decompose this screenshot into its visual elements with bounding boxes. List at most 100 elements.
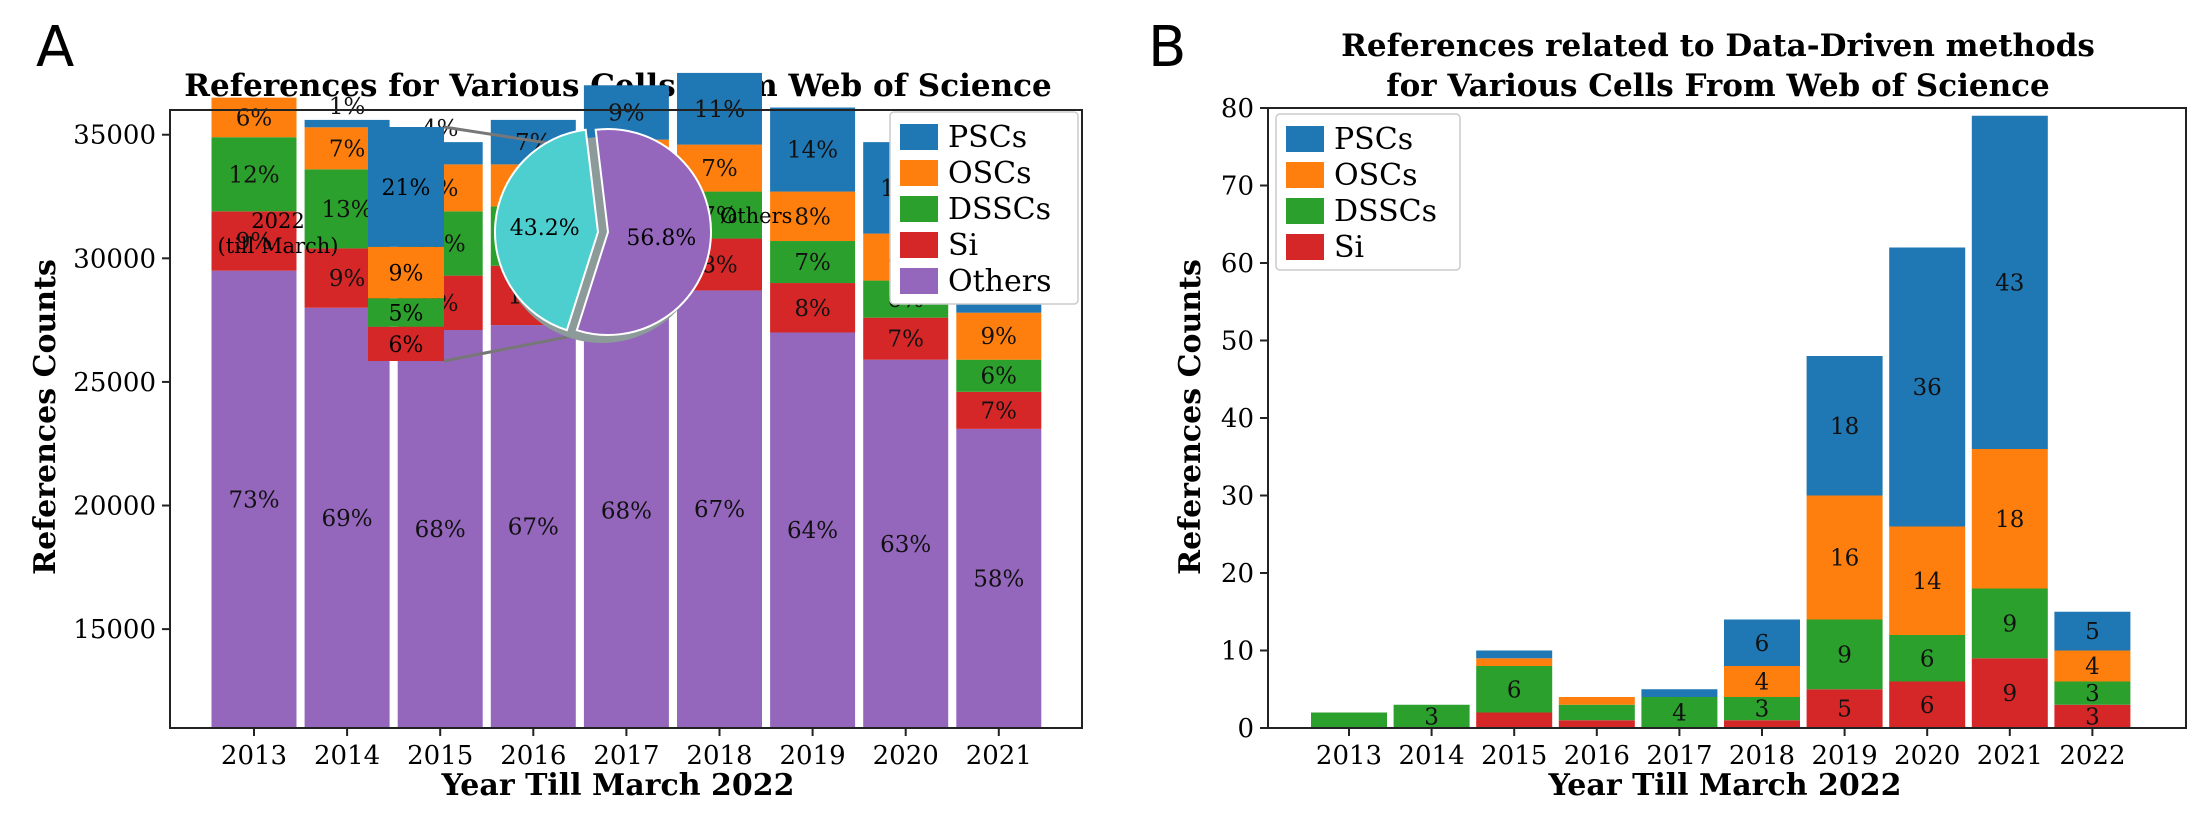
x-tick-label: 2015 (407, 741, 473, 771)
bar-value-label: 64% (787, 518, 838, 544)
bar-pscs-2015 (1476, 650, 1553, 659)
bar-oscs-2021 (956, 312, 1042, 360)
y-tick-label: 80 (1221, 94, 1254, 124)
bar-dsscs-2013 (211, 137, 297, 212)
bar-others-2019 (770, 332, 856, 728)
bar-value-label: 9 (2002, 681, 2017, 707)
bar-pscs-2018 (1724, 619, 1800, 666)
x-tick-label: 2015 (1481, 741, 1547, 771)
bar-value-label: 67% (694, 497, 745, 523)
bar-si-2018 (1724, 720, 1800, 728)
bar-oscs-2015 (1476, 658, 1553, 666)
bar-dsscs-2019 (1806, 619, 1883, 690)
bar-si-2022 (2054, 704, 2131, 728)
chart-b-xlabel: Year Till March 2022 (1547, 768, 1901, 803)
legend-label-pscs: PSCs (1334, 122, 1413, 157)
legend-label-oscs: OSCs (1334, 158, 1418, 193)
bar-value-label: 63% (880, 532, 931, 558)
legend-label-oscs: OSCs (948, 156, 1032, 191)
bar-value-label: 3 (2085, 704, 2100, 730)
bar-value-label: 8% (794, 296, 831, 322)
bar-others-2021 (956, 428, 1042, 728)
y-tick-label: 10 (1221, 637, 1254, 667)
chart-a-frame (169, 109, 1083, 729)
bar-value-label: 4 (1672, 701, 1687, 727)
legend-label-si: Si (1334, 230, 1364, 265)
inset-caption-year: 2022 (251, 209, 304, 233)
bar-value-label: 8% (794, 204, 831, 230)
bar-pscs-2021 (1971, 115, 2048, 449)
x-tick-label: 2014 (1399, 741, 1465, 771)
bar-oscs-2018 (1724, 666, 1800, 697)
inset-bar-dsscs (368, 298, 444, 327)
x-tick-label: 2016 (1564, 741, 1630, 771)
inset-bar-si (368, 326, 444, 361)
bar-value-label: 6 (1920, 693, 1935, 719)
bar-value-label: 4 (1755, 670, 1770, 696)
x-tick-label: 2017 (593, 741, 659, 771)
y-tick-label: 50 (1221, 327, 1254, 357)
inset-bar-label: 21% (382, 176, 431, 201)
bar-value-label: 14 (1913, 569, 1942, 595)
bar-value-label: 67% (508, 515, 559, 541)
bar-value-label: 69% (322, 506, 373, 532)
bar-value-label: 5 (1837, 697, 1852, 723)
pie-outer-label: Others (720, 204, 792, 228)
legend-label-pscs: PSCs (948, 120, 1027, 155)
y-tick-label: 40 (1221, 404, 1254, 434)
bar-pscs-2018 (677, 72, 762, 145)
bar-dsscs-2022 (2054, 681, 2131, 705)
bar-value-label: 7% (887, 327, 924, 353)
x-tick-label: 2021 (1977, 741, 2043, 771)
bar-value-label: 9% (236, 229, 273, 255)
pie-slice-others (575, 128, 712, 336)
legend-swatch-oscs (900, 160, 938, 186)
legend-swatch-others (900, 268, 938, 294)
bar-pscs-2020 (1889, 247, 1966, 527)
bar-dsscs-2018 (1724, 697, 1800, 721)
bar-others-2018 (677, 290, 762, 728)
bar-pscs-2019 (1806, 356, 1883, 496)
y-tick-label: 20 (1221, 559, 1254, 589)
bar-si-2013 (211, 211, 297, 271)
bar-value-label: 5 (2085, 619, 2100, 645)
legend-swatch-pscs (900, 124, 938, 150)
bar-value-label: 1% (329, 94, 366, 120)
legend-swatch-si (1286, 234, 1324, 260)
x-tick-label: 2019 (780, 741, 846, 771)
bar-si-2020 (1889, 681, 1966, 728)
chart-b-title-line1: References related to Data-Driven method… (1341, 28, 2095, 64)
bar-others-2013 (211, 270, 297, 728)
bar-value-label: 4 (2085, 654, 2100, 680)
bar-value-label: 3 (1755, 697, 1770, 723)
bar-si-2016 (1558, 720, 1635, 728)
inset-bar-label: 5% (389, 301, 424, 326)
bar-dsscs-2021 (956, 359, 1042, 392)
legend-swatch-oscs (1286, 162, 1324, 188)
bar-pscs-2019 (770, 107, 856, 192)
bar-value-label: 43 (1995, 270, 2024, 296)
legend-label-dsscs: DSSCs (1334, 194, 1437, 229)
inset-bar-pscs (368, 127, 444, 247)
legend-swatch-pscs (1286, 126, 1324, 152)
bar-dsscs-2017 (1641, 697, 1718, 728)
inset-bar-label: 6% (389, 333, 424, 358)
y-tick-label: 30 (1221, 482, 1254, 512)
bar-value-label: 68% (601, 498, 652, 524)
y-tick-label: 60 (1221, 249, 1254, 279)
panel-a-letter: A (36, 15, 74, 80)
pie-slice-label: 56.8% (626, 226, 696, 251)
panel-b-letter: B (1148, 15, 1186, 80)
chart-a-ylabel: References Counts (28, 259, 63, 575)
bar-value-label: 68% (415, 517, 466, 543)
legend-swatch-dsscs (900, 196, 938, 222)
bar-value-label: 7% (701, 156, 738, 182)
bar-value-label: 12% (228, 162, 279, 188)
x-tick-label: 2013 (221, 741, 287, 771)
bar-value-label: 9 (1837, 642, 1852, 668)
x-tick-label: 2017 (1646, 741, 1712, 771)
bar-si-2019 (1806, 689, 1883, 728)
bar-others-2020 (863, 359, 949, 728)
